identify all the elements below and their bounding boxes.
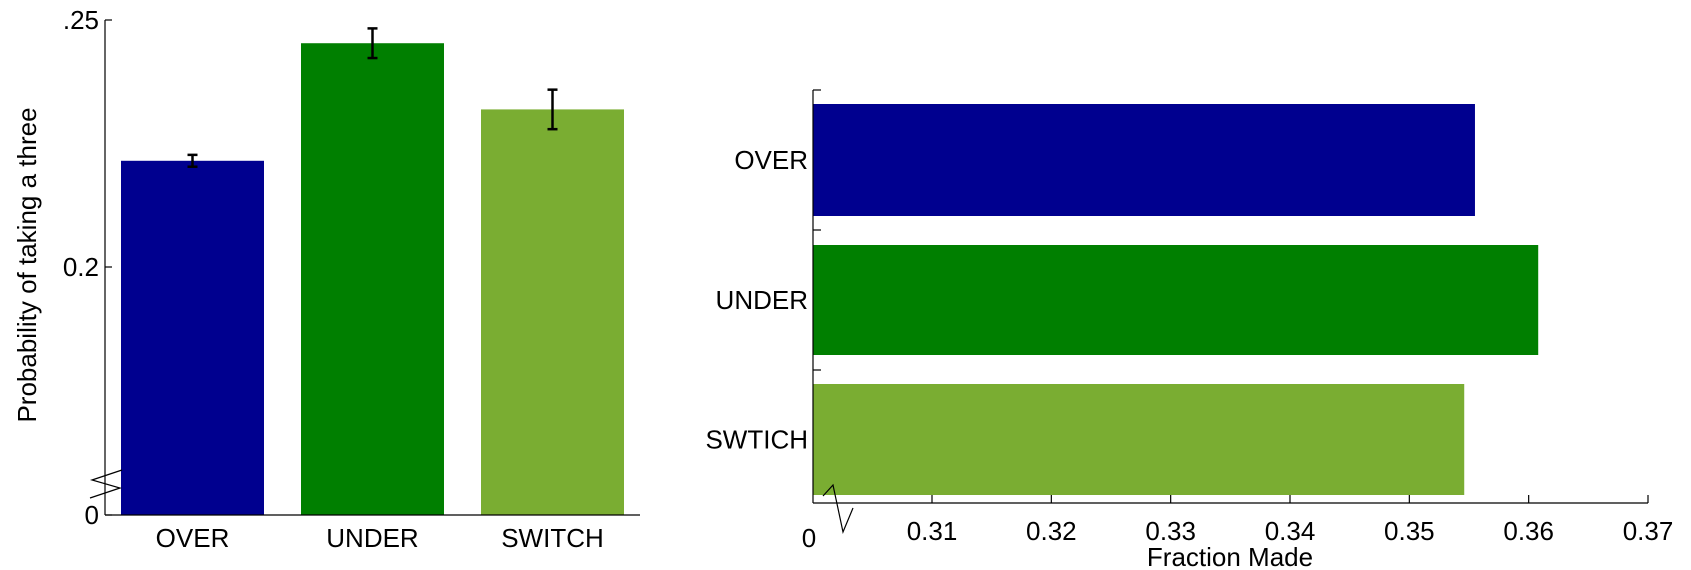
x-tick-label: 0.31 <box>907 516 958 546</box>
category-label-over: OVER <box>734 145 808 175</box>
right-category-labels: OVER UNDER SWTICH <box>705 145 808 455</box>
left-bars <box>121 43 624 516</box>
y-tick-label: 0 <box>85 500 99 530</box>
error-bar-over <box>187 153 198 168</box>
left-y-ticks: 0 0.2 .25 <box>63 5 112 530</box>
left-category-labels: OVER UNDER SWITCH <box>156 523 604 553</box>
x-tick-label: 0.34 <box>1265 516 1316 546</box>
category-label-under: UNDER <box>716 285 808 315</box>
hbar-over <box>813 104 1475 216</box>
right-x-ticks: 0 0.31 0.32 0.33 0.34 0.35 0.36 0.37 <box>802 495 1674 553</box>
bar-under <box>301 43 444 516</box>
bar-switch <box>481 109 624 515</box>
category-label-swtich: SWTICH <box>705 425 808 455</box>
y-tick-label: .25 <box>63 5 99 35</box>
bar-over <box>121 160 264 516</box>
category-label-switch: SWITCH <box>501 523 604 553</box>
right-bar-chart: 0 0.31 0.32 0.33 0.34 0.35 0.36 0.37 OVER UNDER S… <box>705 89 1674 570</box>
right-axis-break-mark <box>822 483 854 535</box>
category-label-over: OVER <box>156 523 230 553</box>
category-label-under: UNDER <box>326 523 418 553</box>
right-bars <box>813 104 1539 495</box>
left-y-axis-title: Probability of taking a three <box>12 107 42 422</box>
error-bar-switch <box>547 88 558 131</box>
left-bar-chart: 0 0.2 .25 OVER UNDER SWITCH Probability of t… <box>12 5 640 553</box>
left-error-bars <box>187 27 558 168</box>
error-bar-under <box>367 27 378 60</box>
left-axis-break-mark <box>89 469 123 499</box>
x-tick-label: 0.33 <box>1145 516 1196 546</box>
x-tick-label: 0 <box>802 523 816 553</box>
hbar-swtich <box>813 384 1465 495</box>
x-tick-label: 0.36 <box>1503 516 1554 546</box>
x-tick-label: 0.32 <box>1026 516 1077 546</box>
right-axes <box>812 89 1648 535</box>
right-x-axis-title: Fraction Made <box>1147 542 1313 570</box>
x-tick-label: 0.35 <box>1384 516 1435 546</box>
hbar-under <box>813 245 1539 355</box>
x-tick-label: 0.37 <box>1623 516 1674 546</box>
y-tick-label: 0.2 <box>63 252 99 282</box>
